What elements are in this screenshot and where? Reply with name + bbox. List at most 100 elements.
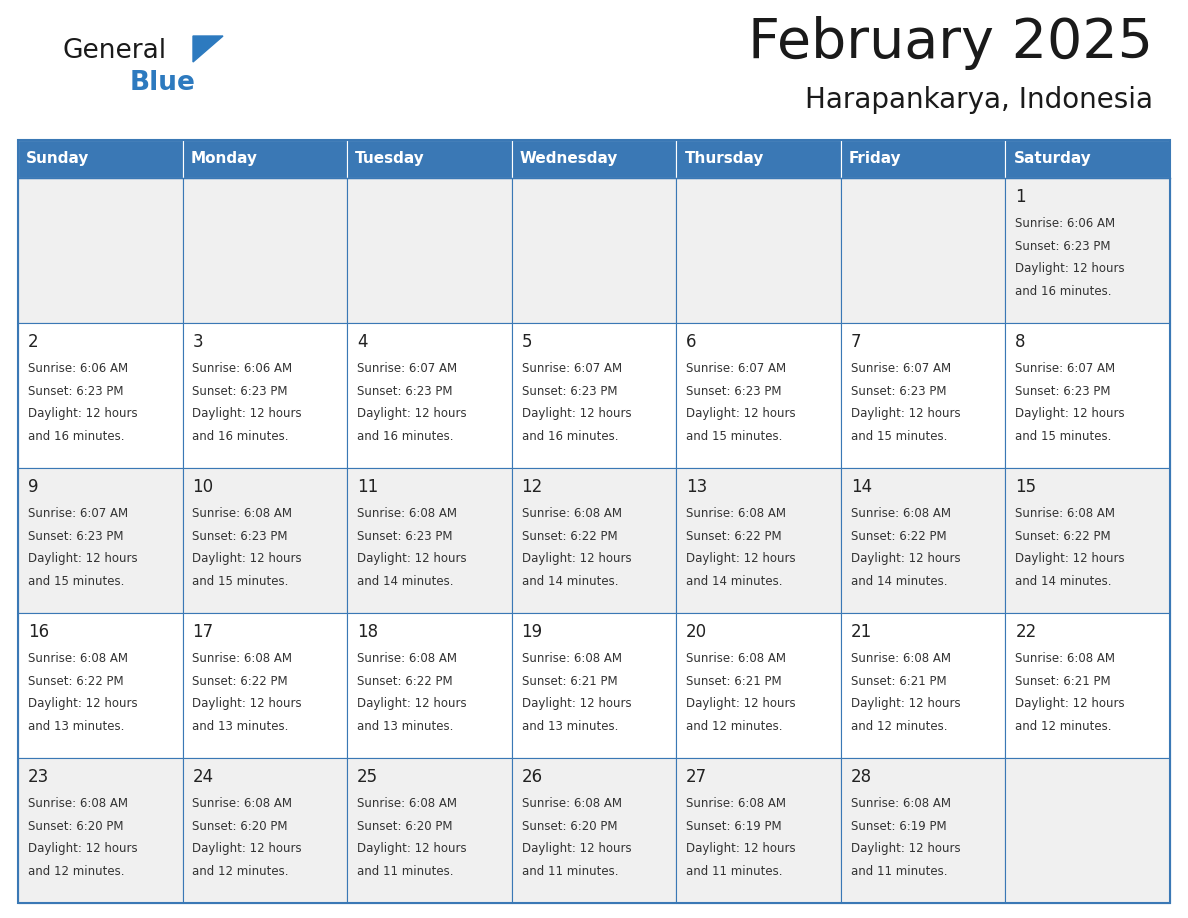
- Text: Sunset: 6:22 PM: Sunset: 6:22 PM: [851, 530, 947, 543]
- Bar: [512, 178, 676, 323]
- Text: Sunrise: 6:07 AM: Sunrise: 6:07 AM: [687, 362, 786, 375]
- Bar: [512, 758, 676, 903]
- Text: 21: 21: [851, 623, 872, 641]
- Text: Sunrise: 6:08 AM: Sunrise: 6:08 AM: [851, 797, 950, 811]
- Text: and 14 minutes.: and 14 minutes.: [1016, 575, 1112, 588]
- Text: and 13 minutes.: and 13 minutes.: [192, 720, 289, 733]
- Text: Sunrise: 6:08 AM: Sunrise: 6:08 AM: [192, 797, 292, 811]
- Text: 8: 8: [1016, 333, 1025, 352]
- Text: Daylight: 12 hours: Daylight: 12 hours: [192, 842, 302, 855]
- Text: Sunset: 6:23 PM: Sunset: 6:23 PM: [1016, 385, 1111, 397]
- Text: Daylight: 12 hours: Daylight: 12 hours: [358, 842, 467, 855]
- Text: and 11 minutes.: and 11 minutes.: [522, 865, 618, 878]
- Text: Sunrise: 6:08 AM: Sunrise: 6:08 AM: [1016, 507, 1116, 521]
- Bar: [512, 323, 676, 468]
- Text: Sunset: 6:23 PM: Sunset: 6:23 PM: [27, 530, 124, 543]
- Text: and 15 minutes.: and 15 minutes.: [851, 430, 947, 442]
- Bar: [841, 140, 1005, 178]
- Text: Wednesday: Wednesday: [520, 151, 618, 166]
- Text: Daylight: 12 hours: Daylight: 12 hours: [358, 552, 467, 565]
- Text: Daylight: 12 hours: Daylight: 12 hours: [687, 552, 796, 565]
- Text: 16: 16: [27, 623, 49, 641]
- Text: Daylight: 12 hours: Daylight: 12 hours: [192, 407, 302, 420]
- Text: Sunrise: 6:08 AM: Sunrise: 6:08 AM: [687, 652, 786, 666]
- Text: Daylight: 12 hours: Daylight: 12 hours: [1016, 697, 1125, 711]
- Bar: [841, 758, 1005, 903]
- Text: Sunset: 6:23 PM: Sunset: 6:23 PM: [358, 385, 453, 397]
- Bar: [18, 758, 183, 903]
- Text: Sunset: 6:19 PM: Sunset: 6:19 PM: [851, 820, 947, 833]
- Text: 5: 5: [522, 333, 532, 352]
- Text: Thursday: Thursday: [684, 151, 764, 166]
- Text: Daylight: 12 hours: Daylight: 12 hours: [192, 697, 302, 711]
- Bar: [18, 613, 183, 758]
- Text: Sunrise: 6:08 AM: Sunrise: 6:08 AM: [192, 507, 292, 521]
- Text: and 15 minutes.: and 15 minutes.: [27, 575, 125, 588]
- Bar: [1005, 140, 1170, 178]
- Text: Sunset: 6:23 PM: Sunset: 6:23 PM: [851, 385, 946, 397]
- Text: Sunset: 6:20 PM: Sunset: 6:20 PM: [27, 820, 124, 833]
- Text: 15: 15: [1016, 478, 1036, 496]
- Bar: [18, 468, 183, 613]
- Text: 7: 7: [851, 333, 861, 352]
- Text: Sunset: 6:22 PM: Sunset: 6:22 PM: [687, 530, 782, 543]
- Bar: [841, 613, 1005, 758]
- Text: 20: 20: [687, 623, 707, 641]
- Text: and 13 minutes.: and 13 minutes.: [27, 720, 125, 733]
- Text: Daylight: 12 hours: Daylight: 12 hours: [687, 407, 796, 420]
- Text: and 12 minutes.: and 12 minutes.: [27, 865, 125, 878]
- Bar: [676, 468, 841, 613]
- Text: and 13 minutes.: and 13 minutes.: [358, 720, 454, 733]
- Text: and 14 minutes.: and 14 minutes.: [687, 575, 783, 588]
- Text: and 12 minutes.: and 12 minutes.: [851, 720, 947, 733]
- Text: Daylight: 12 hours: Daylight: 12 hours: [1016, 407, 1125, 420]
- Text: Sunrise: 6:08 AM: Sunrise: 6:08 AM: [687, 507, 786, 521]
- Text: 18: 18: [358, 623, 378, 641]
- Text: and 14 minutes.: and 14 minutes.: [851, 575, 947, 588]
- Text: Daylight: 12 hours: Daylight: 12 hours: [358, 697, 467, 711]
- Text: Sunrise: 6:08 AM: Sunrise: 6:08 AM: [522, 797, 621, 811]
- Text: Sunrise: 6:08 AM: Sunrise: 6:08 AM: [27, 797, 128, 811]
- Text: and 15 minutes.: and 15 minutes.: [192, 575, 289, 588]
- Bar: [347, 468, 512, 613]
- Text: 4: 4: [358, 333, 367, 352]
- Text: Daylight: 12 hours: Daylight: 12 hours: [27, 697, 138, 711]
- Bar: [1005, 613, 1170, 758]
- Text: 26: 26: [522, 768, 543, 786]
- Text: Daylight: 12 hours: Daylight: 12 hours: [27, 842, 138, 855]
- Text: Sunset: 6:23 PM: Sunset: 6:23 PM: [192, 385, 287, 397]
- Text: and 11 minutes.: and 11 minutes.: [358, 865, 454, 878]
- Text: 28: 28: [851, 768, 872, 786]
- Bar: [347, 613, 512, 758]
- Bar: [841, 178, 1005, 323]
- Bar: [347, 140, 512, 178]
- Text: Sunset: 6:20 PM: Sunset: 6:20 PM: [192, 820, 287, 833]
- Text: and 14 minutes.: and 14 minutes.: [358, 575, 454, 588]
- Bar: [347, 178, 512, 323]
- Text: Sunrise: 6:08 AM: Sunrise: 6:08 AM: [358, 652, 457, 666]
- Text: Sunrise: 6:08 AM: Sunrise: 6:08 AM: [192, 652, 292, 666]
- Text: Sunrise: 6:08 AM: Sunrise: 6:08 AM: [27, 652, 128, 666]
- Text: Daylight: 12 hours: Daylight: 12 hours: [522, 697, 631, 711]
- Text: Sunrise: 6:08 AM: Sunrise: 6:08 AM: [522, 507, 621, 521]
- Text: Sunrise: 6:07 AM: Sunrise: 6:07 AM: [851, 362, 950, 375]
- Text: Saturday: Saturday: [1013, 151, 1092, 166]
- Text: and 11 minutes.: and 11 minutes.: [851, 865, 947, 878]
- Text: Daylight: 12 hours: Daylight: 12 hours: [522, 842, 631, 855]
- Bar: [18, 140, 1170, 903]
- Bar: [841, 468, 1005, 613]
- Text: Sunset: 6:21 PM: Sunset: 6:21 PM: [687, 675, 782, 688]
- Text: Sunrise: 6:08 AM: Sunrise: 6:08 AM: [358, 797, 457, 811]
- Text: 19: 19: [522, 623, 543, 641]
- Text: Sunset: 6:23 PM: Sunset: 6:23 PM: [27, 385, 124, 397]
- Text: Sunset: 6:20 PM: Sunset: 6:20 PM: [522, 820, 617, 833]
- Text: Daylight: 12 hours: Daylight: 12 hours: [851, 407, 960, 420]
- Text: and 16 minutes.: and 16 minutes.: [27, 430, 125, 442]
- Text: Daylight: 12 hours: Daylight: 12 hours: [687, 697, 796, 711]
- Text: 23: 23: [27, 768, 49, 786]
- Text: and 13 minutes.: and 13 minutes.: [522, 720, 618, 733]
- Text: February 2025: February 2025: [748, 16, 1154, 70]
- Text: 25: 25: [358, 768, 378, 786]
- Text: Sunset: 6:23 PM: Sunset: 6:23 PM: [687, 385, 782, 397]
- Text: Blue: Blue: [129, 70, 196, 96]
